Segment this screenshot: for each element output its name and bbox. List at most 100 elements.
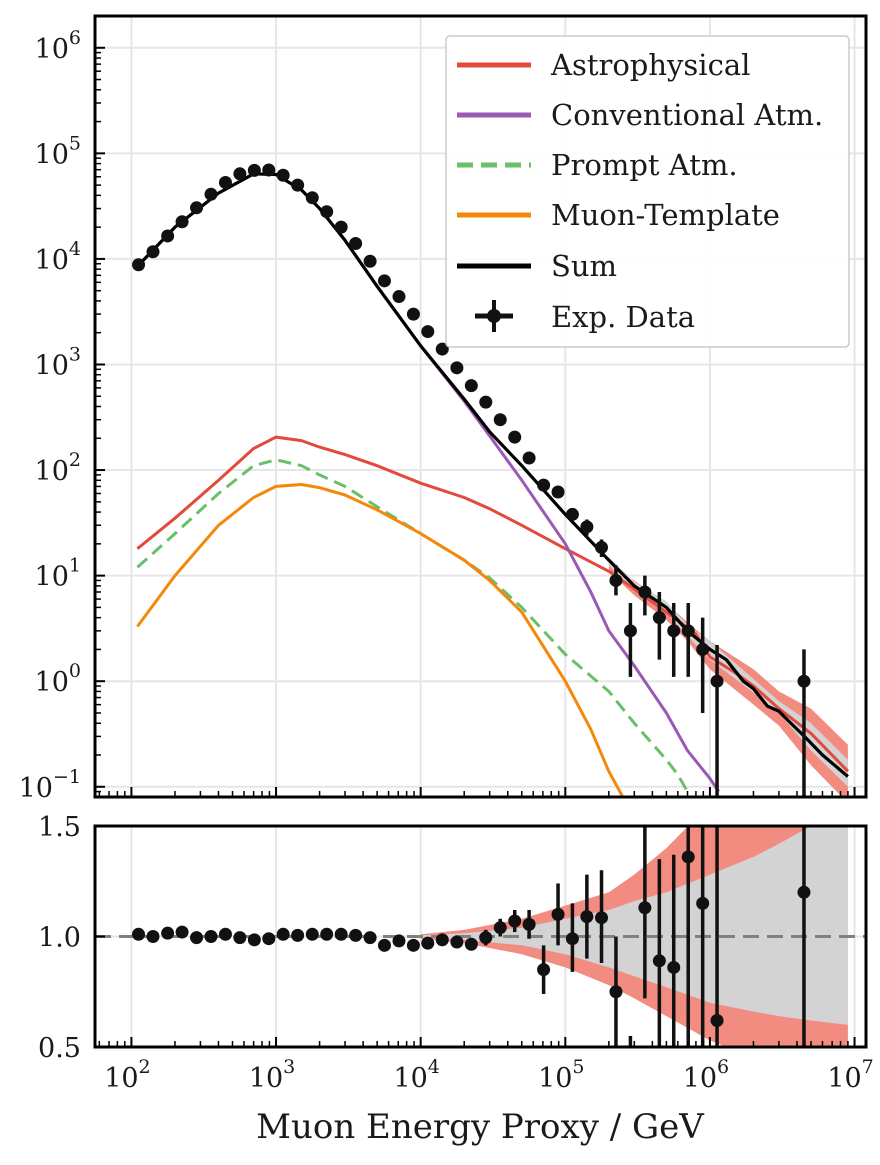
data-point-marker xyxy=(204,187,218,201)
ratio-point-marker xyxy=(392,934,406,948)
ratio-panel: 102 103 104 105 106 107 0.5 1.0 1.5 Muon Energy … xyxy=(38,812,874,1147)
data-point-marker xyxy=(146,245,160,259)
ratio-point-marker xyxy=(681,850,695,864)
ratio-point-marker xyxy=(508,914,522,928)
ratio-point-marker xyxy=(493,921,507,935)
y-tick-label: 103 xyxy=(35,343,81,381)
ratio-point-marker xyxy=(580,910,594,924)
y-tick-label: 106 xyxy=(35,27,81,65)
data-point-marker xyxy=(132,258,146,272)
data-point-marker xyxy=(435,342,449,356)
ratio-point-marker xyxy=(652,954,666,968)
ratio-point-marker xyxy=(218,927,232,941)
data-point-marker xyxy=(551,485,565,499)
ratio-plot-frame xyxy=(93,824,868,1049)
ratio-sum-band xyxy=(420,826,848,1025)
ratio-point-marker xyxy=(797,885,811,899)
data-point-marker xyxy=(450,361,464,375)
ratio-point-marker xyxy=(247,933,261,947)
ratio-point-marker xyxy=(233,931,247,945)
legend-label-sum: Sum xyxy=(551,249,617,283)
ratio-point-marker xyxy=(565,932,579,946)
data-point-marker xyxy=(190,201,204,215)
data-point-marker xyxy=(681,624,695,638)
data-point-marker xyxy=(667,624,681,638)
data-point-marker xyxy=(696,642,710,656)
data-point-marker xyxy=(262,163,276,177)
ratio-point-marker xyxy=(175,925,189,939)
data-point-marker xyxy=(406,307,420,321)
y-tick-label: 101 xyxy=(35,555,81,593)
data-point-marker xyxy=(161,229,175,243)
ratio-point-marker xyxy=(464,937,478,951)
ratio-point-marker xyxy=(262,932,276,946)
ratio-point-marker xyxy=(334,927,348,941)
x-tick-label: 102 xyxy=(104,1056,150,1094)
data-point-marker xyxy=(609,573,623,587)
data-point-marker xyxy=(247,163,261,177)
ratio-point-marker xyxy=(450,935,464,949)
ratio-point-marker xyxy=(161,926,175,940)
ratio-point-marker xyxy=(522,917,536,931)
data-point-marker xyxy=(464,379,478,393)
legend-label-exp-data: Exp. Data xyxy=(551,300,695,334)
ratio-point-marker xyxy=(291,928,305,942)
data-point-marker xyxy=(710,674,724,688)
ratio-point-marker xyxy=(537,963,551,977)
ratio-point-marker xyxy=(132,927,146,941)
y-tick-label: 100 xyxy=(35,660,81,698)
data-point-marker xyxy=(580,520,594,534)
y-tick-label: 102 xyxy=(35,449,81,487)
sum-line xyxy=(136,172,849,778)
x-tick-label: 106 xyxy=(683,1056,729,1094)
ratio-point-marker xyxy=(696,896,710,910)
main-plot-frame xyxy=(93,14,868,799)
ratio-point-marker xyxy=(710,1013,724,1027)
ratio-point-marker xyxy=(551,907,565,921)
data-point-marker xyxy=(218,175,232,189)
data-point-marker xyxy=(508,430,522,444)
ratio-point-marker xyxy=(276,927,290,941)
ratio-point-marker xyxy=(146,930,160,943)
x-tick-label: 103 xyxy=(249,1056,295,1094)
ratio-point-marker xyxy=(595,911,609,925)
ratio-point-marker xyxy=(667,960,681,974)
ratio-point-marker xyxy=(363,931,377,945)
x-tick-label: 104 xyxy=(393,1056,439,1094)
data-point-marker xyxy=(493,413,507,427)
legend-label-astrophysical: Astrophysical xyxy=(550,48,750,82)
data-point-marker xyxy=(320,205,334,219)
ratio-y-tick-label: 1.0 xyxy=(38,923,81,954)
x-tick-label: 107 xyxy=(827,1056,873,1094)
data-point-marker xyxy=(638,585,652,599)
data-point-marker xyxy=(233,167,247,181)
ratio-point-marker xyxy=(204,930,218,943)
y-tick-label: 105 xyxy=(35,132,81,170)
data-point-marker xyxy=(363,254,377,268)
y-tick-label: 10−1 xyxy=(19,766,81,804)
data-point-marker xyxy=(797,674,811,688)
ratio-point-marker xyxy=(305,927,319,941)
ratio-axis-ticks: 102 103 104 105 106 107 0.5 1.0 1.5 xyxy=(38,812,874,1094)
data-point-marker xyxy=(392,290,406,304)
data-point-marker xyxy=(537,478,551,492)
data-point-marker xyxy=(334,220,348,234)
ratio-point-marker xyxy=(320,927,334,941)
data-point-marker xyxy=(652,611,666,625)
main-axis-ticks: 10−1 100 101 102 103 104 105 106 xyxy=(19,15,856,804)
legend-label-prompt: Prompt Atm. xyxy=(551,148,738,182)
ratio-point-marker xyxy=(479,931,493,945)
data-point-marker xyxy=(565,507,579,521)
ratio-point-marker xyxy=(349,928,363,942)
ratio-point-marker xyxy=(638,901,652,915)
ratio-point-marker xyxy=(421,936,435,950)
data-point-marker xyxy=(595,540,609,554)
main-model-lines xyxy=(136,172,849,797)
legend-swatch-data-marker xyxy=(487,309,501,323)
data-point-marker xyxy=(305,191,319,205)
ratio-point-marker xyxy=(609,985,623,999)
ratio-y-tick-label: 1.5 xyxy=(38,812,81,843)
data-point-marker xyxy=(421,325,435,339)
data-point-marker xyxy=(522,451,536,465)
